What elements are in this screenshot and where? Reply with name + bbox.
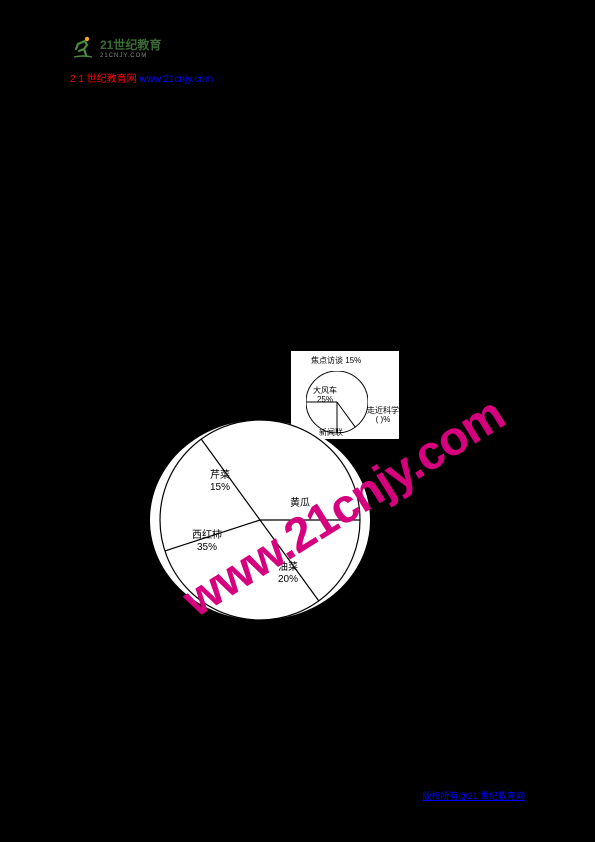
pie-slice-label: 大风车25% bbox=[313, 387, 337, 405]
pie-slice-label: 芹菜15% bbox=[210, 470, 230, 494]
logo: 21世纪教育 21CNJY.COM bbox=[70, 35, 161, 61]
runner-icon bbox=[70, 35, 96, 61]
logo-cn: 世纪教育 bbox=[113, 38, 161, 52]
pie-slice-label: 西红柿35% bbox=[192, 530, 222, 554]
chart-large: 芹菜15% 黄瓜油菜20% 西红柿35% bbox=[150, 420, 370, 620]
logo-text: 21世纪教育 21CNJY.COM bbox=[100, 37, 161, 59]
page: 21世纪教育 21CNJY.COM 2 1 世纪教育网 www.21cnjy.c… bbox=[0, 0, 595, 842]
logo-num: 21 bbox=[100, 38, 113, 52]
chart-small-title: 焦点访谈 15% bbox=[311, 355, 361, 366]
header-prefix: 2 1 世纪教育网 bbox=[70, 74, 137, 85]
footer-link[interactable]: 版权所有@21 世纪教育网 bbox=[422, 789, 525, 802]
pie-slice-label: 走近科学( )% bbox=[367, 407, 399, 425]
small-note: 21cnjy.com bbox=[296, 312, 331, 319]
header-line: 2 1 世纪教育网 www.21cnjy.com bbox=[70, 70, 213, 85]
logo-sub: 21CNJY.COM bbox=[100, 53, 161, 59]
pie-slice-label: 油菜20% bbox=[278, 562, 298, 586]
pie-slice-label: 黄瓜 bbox=[290, 498, 310, 510]
header-url: www.21cnjy.com bbox=[139, 74, 213, 85]
